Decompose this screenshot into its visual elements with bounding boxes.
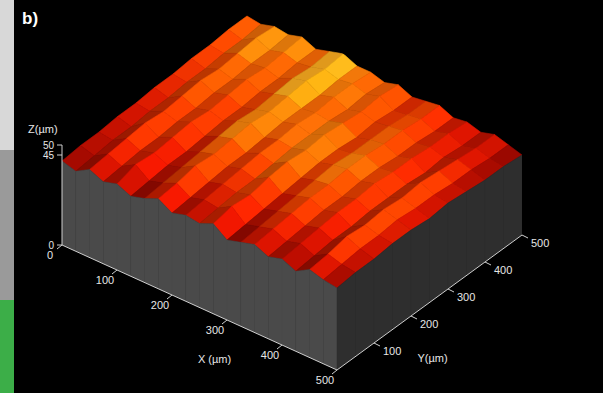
x-tick-label: 500 <box>316 374 334 386</box>
front-wall <box>172 213 186 301</box>
front-wall <box>282 259 296 351</box>
edge-strip <box>0 150 14 300</box>
front-wall <box>90 170 104 264</box>
front-wall <box>323 280 337 370</box>
z-tick <box>57 245 62 246</box>
y-axis <box>337 235 522 370</box>
chart: 010020030040050010020030040050004550X (µ… <box>0 0 603 393</box>
front-wall <box>241 242 255 332</box>
x-tick-label: 300 <box>206 324 224 336</box>
front-wall <box>296 270 310 358</box>
z-axis <box>62 145 63 245</box>
front-wall <box>213 224 227 320</box>
z-tick <box>57 145 62 146</box>
y-axis-title: Y(µm) <box>418 352 448 364</box>
front-wall <box>227 240 241 326</box>
y-tick-label: 100 <box>383 345 401 357</box>
y-tick-label: 400 <box>494 264 512 276</box>
x-tick-label: 400 <box>261 349 279 361</box>
z-axis-title: Z(µm) <box>28 123 58 135</box>
y-tick-label: 300 <box>457 291 475 303</box>
x-tick-label: 100 <box>96 274 114 286</box>
side-wall <box>485 167 504 263</box>
x-axis <box>62 245 337 370</box>
x-axis-title: X (µm) <box>198 353 231 365</box>
front-wall <box>62 161 76 251</box>
front-wall <box>103 182 117 270</box>
side-wall <box>467 180 486 276</box>
side-wall <box>430 203 449 303</box>
front-wall <box>145 199 159 289</box>
front-wall <box>255 245 269 339</box>
panel-label: b) <box>22 9 38 28</box>
front-wall <box>131 196 145 282</box>
y-tick <box>411 316 417 319</box>
side-wall <box>504 155 523 249</box>
front-wall <box>268 257 282 345</box>
y-tick <box>485 262 491 265</box>
z-tick <box>57 155 62 156</box>
edge-strip <box>0 300 14 393</box>
z-tick-label: 50 <box>43 140 55 151</box>
x-tick-label: 200 <box>151 299 169 311</box>
side-wall <box>411 219 430 317</box>
front-wall <box>310 270 324 364</box>
front-wall <box>200 224 214 314</box>
y-tick <box>374 343 380 346</box>
x-tick <box>57 245 62 249</box>
y-tick <box>522 235 528 238</box>
side-wall <box>393 230 412 330</box>
z-tick-label: 0 <box>48 240 54 251</box>
y-tick-label: 200 <box>420 318 438 330</box>
side-wall <box>448 192 467 290</box>
y-tick <box>448 289 454 292</box>
front-wall <box>158 199 172 295</box>
y-tick-label: 500 <box>531 237 549 249</box>
surface-group <box>62 16 522 370</box>
front-wall <box>186 215 200 307</box>
front-wall <box>76 170 90 258</box>
side-wall <box>337 273 356 371</box>
front-wall <box>117 184 131 276</box>
side-wall <box>374 244 393 344</box>
z-tick-label: 45 <box>43 150 55 161</box>
background <box>0 0 603 393</box>
edge-strip <box>0 0 14 150</box>
side-wall <box>356 259 375 357</box>
